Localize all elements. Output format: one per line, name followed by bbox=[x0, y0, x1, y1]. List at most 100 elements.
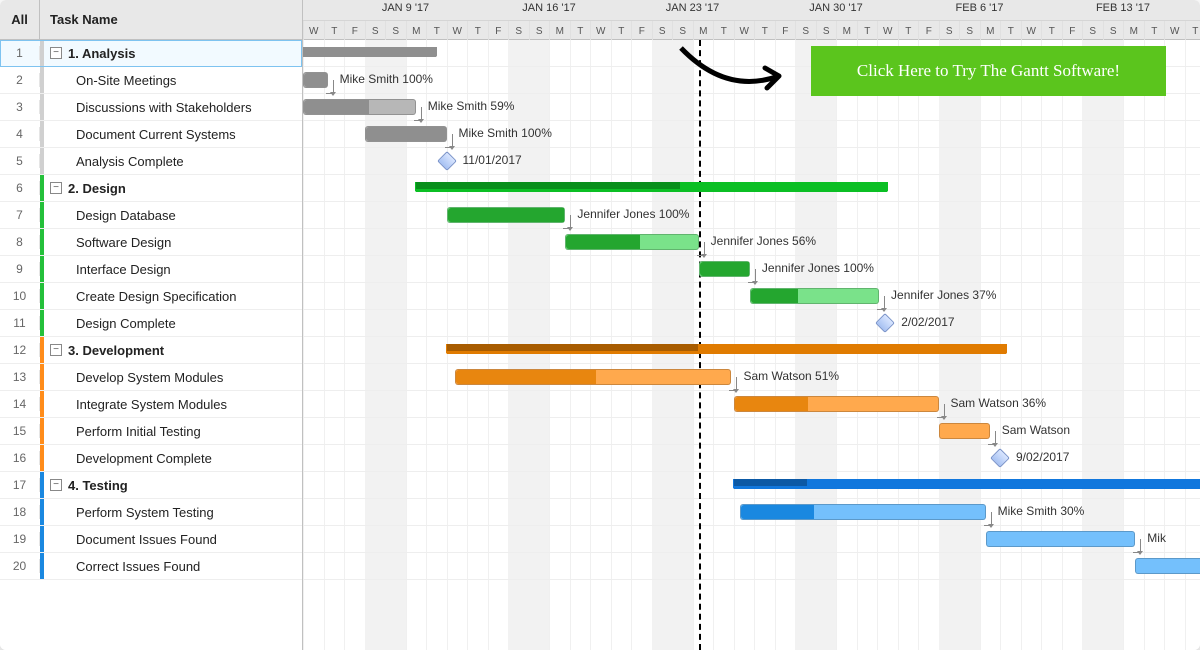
task-row[interactable]: 11 Design Complete bbox=[0, 310, 302, 337]
day-label: F bbox=[1062, 21, 1083, 41]
task-bar[interactable] bbox=[1135, 558, 1200, 574]
task-row[interactable]: 8 Software Design bbox=[0, 229, 302, 256]
day-label: S bbox=[508, 21, 529, 41]
day-label: F bbox=[488, 21, 509, 41]
task-name: Document Issues Found bbox=[76, 532, 217, 547]
task-row[interactable]: 15Perform Initial Testing bbox=[0, 418, 302, 445]
row-body: Document Current Systems bbox=[44, 121, 302, 147]
bar-label: Jennifer Jones 100% bbox=[762, 261, 874, 275]
dependency-link bbox=[697, 242, 705, 256]
task-row[interactable]: 4Document Current Systems bbox=[0, 121, 302, 148]
task-row[interactable]: 5Analysis Complete bbox=[0, 148, 302, 175]
row-body: Perform Initial Testing bbox=[44, 418, 302, 444]
task-bar[interactable] bbox=[303, 99, 416, 115]
task-name: Interface Design bbox=[76, 262, 171, 277]
task-name: 2. Design bbox=[68, 181, 126, 196]
collapse-toggle[interactable]: − bbox=[50, 344, 62, 356]
day-label: M bbox=[836, 21, 857, 41]
gantt-chart[interactable]: Mike Smith 100%Mike Smith 59%Mike Smith … bbox=[303, 40, 1200, 650]
day-label: W bbox=[303, 21, 324, 41]
row-number: 9 bbox=[0, 262, 40, 276]
task-row[interactable]: 19 Document Issues Found bbox=[0, 526, 302, 553]
row-number: 5 bbox=[0, 154, 40, 168]
task-row[interactable]: 1−1. Analysis bbox=[0, 40, 302, 67]
progress-fill bbox=[741, 505, 814, 519]
summary-bar[interactable] bbox=[734, 479, 1200, 489]
row-number: 19 bbox=[0, 532, 40, 546]
task-bar[interactable] bbox=[939, 423, 990, 439]
day-label: T bbox=[324, 21, 345, 41]
row-number: 18 bbox=[0, 505, 40, 519]
week-label: FEB 6 '17 bbox=[956, 2, 1004, 14]
collapse-toggle[interactable]: − bbox=[50, 479, 62, 491]
task-row[interactable]: 20Correct Issues Found bbox=[0, 553, 302, 580]
row-body: −2. Design bbox=[44, 175, 302, 201]
row-body: On-Site Meetings bbox=[44, 67, 302, 93]
task-row[interactable]: 7Design Database bbox=[0, 202, 302, 229]
task-bar[interactable] bbox=[365, 126, 447, 142]
task-bar[interactable] bbox=[447, 207, 566, 223]
week-label: FEB 13 '17 bbox=[1096, 2, 1150, 14]
task-row[interactable]: 6−2. Design bbox=[0, 175, 302, 202]
task-row[interactable]: 18Perform System Testing bbox=[0, 499, 302, 526]
task-bar[interactable] bbox=[303, 72, 328, 88]
row-number: 8 bbox=[0, 235, 40, 249]
row-body: −4. Testing bbox=[44, 472, 302, 498]
progress-fill bbox=[700, 262, 749, 276]
task-row[interactable]: 14Integrate System Modules bbox=[0, 391, 302, 418]
task-row[interactable]: 10Create Design Specification bbox=[0, 283, 302, 310]
task-bar[interactable] bbox=[565, 234, 698, 250]
task-row[interactable]: 9 Interface Design bbox=[0, 256, 302, 283]
day-label: M bbox=[406, 21, 427, 41]
summary-bar[interactable] bbox=[447, 344, 1007, 354]
day-label: W bbox=[1164, 21, 1185, 41]
task-row[interactable]: 12−3. Development bbox=[0, 337, 302, 364]
header-all[interactable]: All bbox=[0, 0, 40, 39]
day-label: T bbox=[1144, 21, 1165, 41]
milestone-label: 9/02/2017 bbox=[1016, 450, 1069, 464]
task-bar[interactable] bbox=[740, 504, 986, 520]
task-name: Design Complete bbox=[76, 316, 176, 331]
summary-bar[interactable] bbox=[416, 182, 888, 192]
task-row[interactable]: 13Develop System Modules bbox=[0, 364, 302, 391]
day-label: T bbox=[1000, 21, 1021, 41]
collapse-toggle[interactable]: − bbox=[50, 47, 62, 59]
row-number: 11 bbox=[0, 316, 40, 330]
day-label: T bbox=[467, 21, 488, 41]
header-task-name[interactable]: Task Name bbox=[40, 0, 302, 39]
row-body: Interface Design bbox=[44, 256, 302, 282]
row-body: Develop System Modules bbox=[44, 364, 302, 390]
cta-button[interactable]: Click Here to Try The Gantt Software! bbox=[811, 46, 1166, 96]
task-bar[interactable] bbox=[986, 531, 1136, 547]
row-body: −1. Analysis bbox=[44, 40, 302, 66]
task-row[interactable]: 2On-Site Meetings bbox=[0, 67, 302, 94]
day-label: T bbox=[713, 21, 734, 41]
task-bar[interactable] bbox=[699, 261, 750, 277]
task-row[interactable]: 3Discussions with Stakeholders bbox=[0, 94, 302, 121]
task-row[interactable]: 17−4. Testing bbox=[0, 472, 302, 499]
task-name: Software Design bbox=[76, 235, 171, 250]
day-label: S bbox=[385, 21, 406, 41]
summary-bar[interactable] bbox=[303, 47, 436, 57]
dependency-link bbox=[414, 107, 422, 121]
day-label: S bbox=[816, 21, 837, 41]
task-rows: 1−1. Analysis2On-Site Meetings3Discussio… bbox=[0, 40, 302, 650]
timeline-header: JAN 9 '17JAN 16 '17JAN 23 '17JAN 30 '17F… bbox=[303, 0, 1200, 40]
bar-label: Sam Watson 51% bbox=[743, 369, 839, 383]
task-row[interactable]: 16Development Complete bbox=[0, 445, 302, 472]
task-bar[interactable] bbox=[734, 396, 939, 412]
row-number: 7 bbox=[0, 208, 40, 222]
collapse-toggle[interactable]: − bbox=[50, 182, 62, 194]
dependency-link bbox=[729, 377, 737, 391]
task-bar[interactable] bbox=[455, 369, 732, 385]
task-name: 1. Analysis bbox=[68, 46, 135, 61]
bar-label: Jennifer Jones 56% bbox=[711, 234, 816, 248]
day-label: S bbox=[1103, 21, 1124, 41]
task-panel: All Task Name 1−1. Analysis2On-Site Meet… bbox=[0, 0, 303, 650]
task-bar[interactable] bbox=[750, 288, 879, 304]
row-number: 16 bbox=[0, 451, 40, 465]
task-name: 4. Testing bbox=[68, 478, 128, 493]
row-body: Create Design Specification bbox=[44, 283, 302, 309]
row-number: 20 bbox=[0, 559, 40, 573]
day-label: F bbox=[631, 21, 652, 41]
